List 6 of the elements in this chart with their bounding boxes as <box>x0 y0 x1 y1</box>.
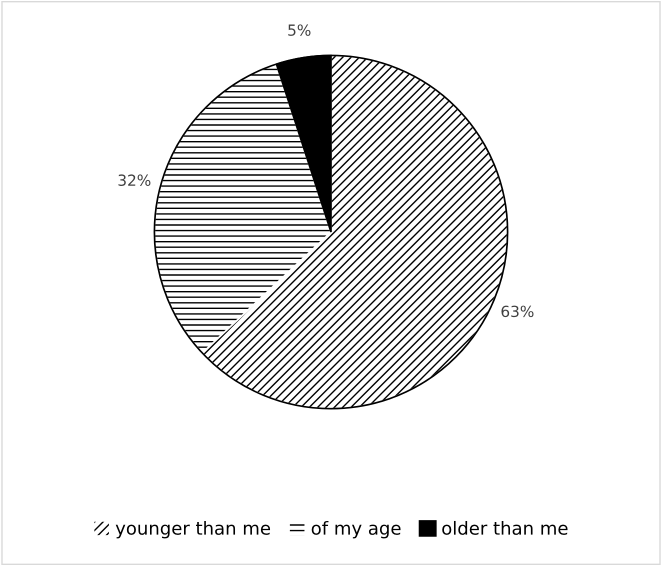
legend-label: older than me <box>442 520 568 535</box>
data-label: 63% <box>501 306 534 318</box>
data-label: 32% <box>118 174 150 186</box>
legend-label: of my age <box>312 520 401 538</box>
data-label: 5% <box>288 24 311 36</box>
legend-label: younger than me <box>116 520 270 538</box>
